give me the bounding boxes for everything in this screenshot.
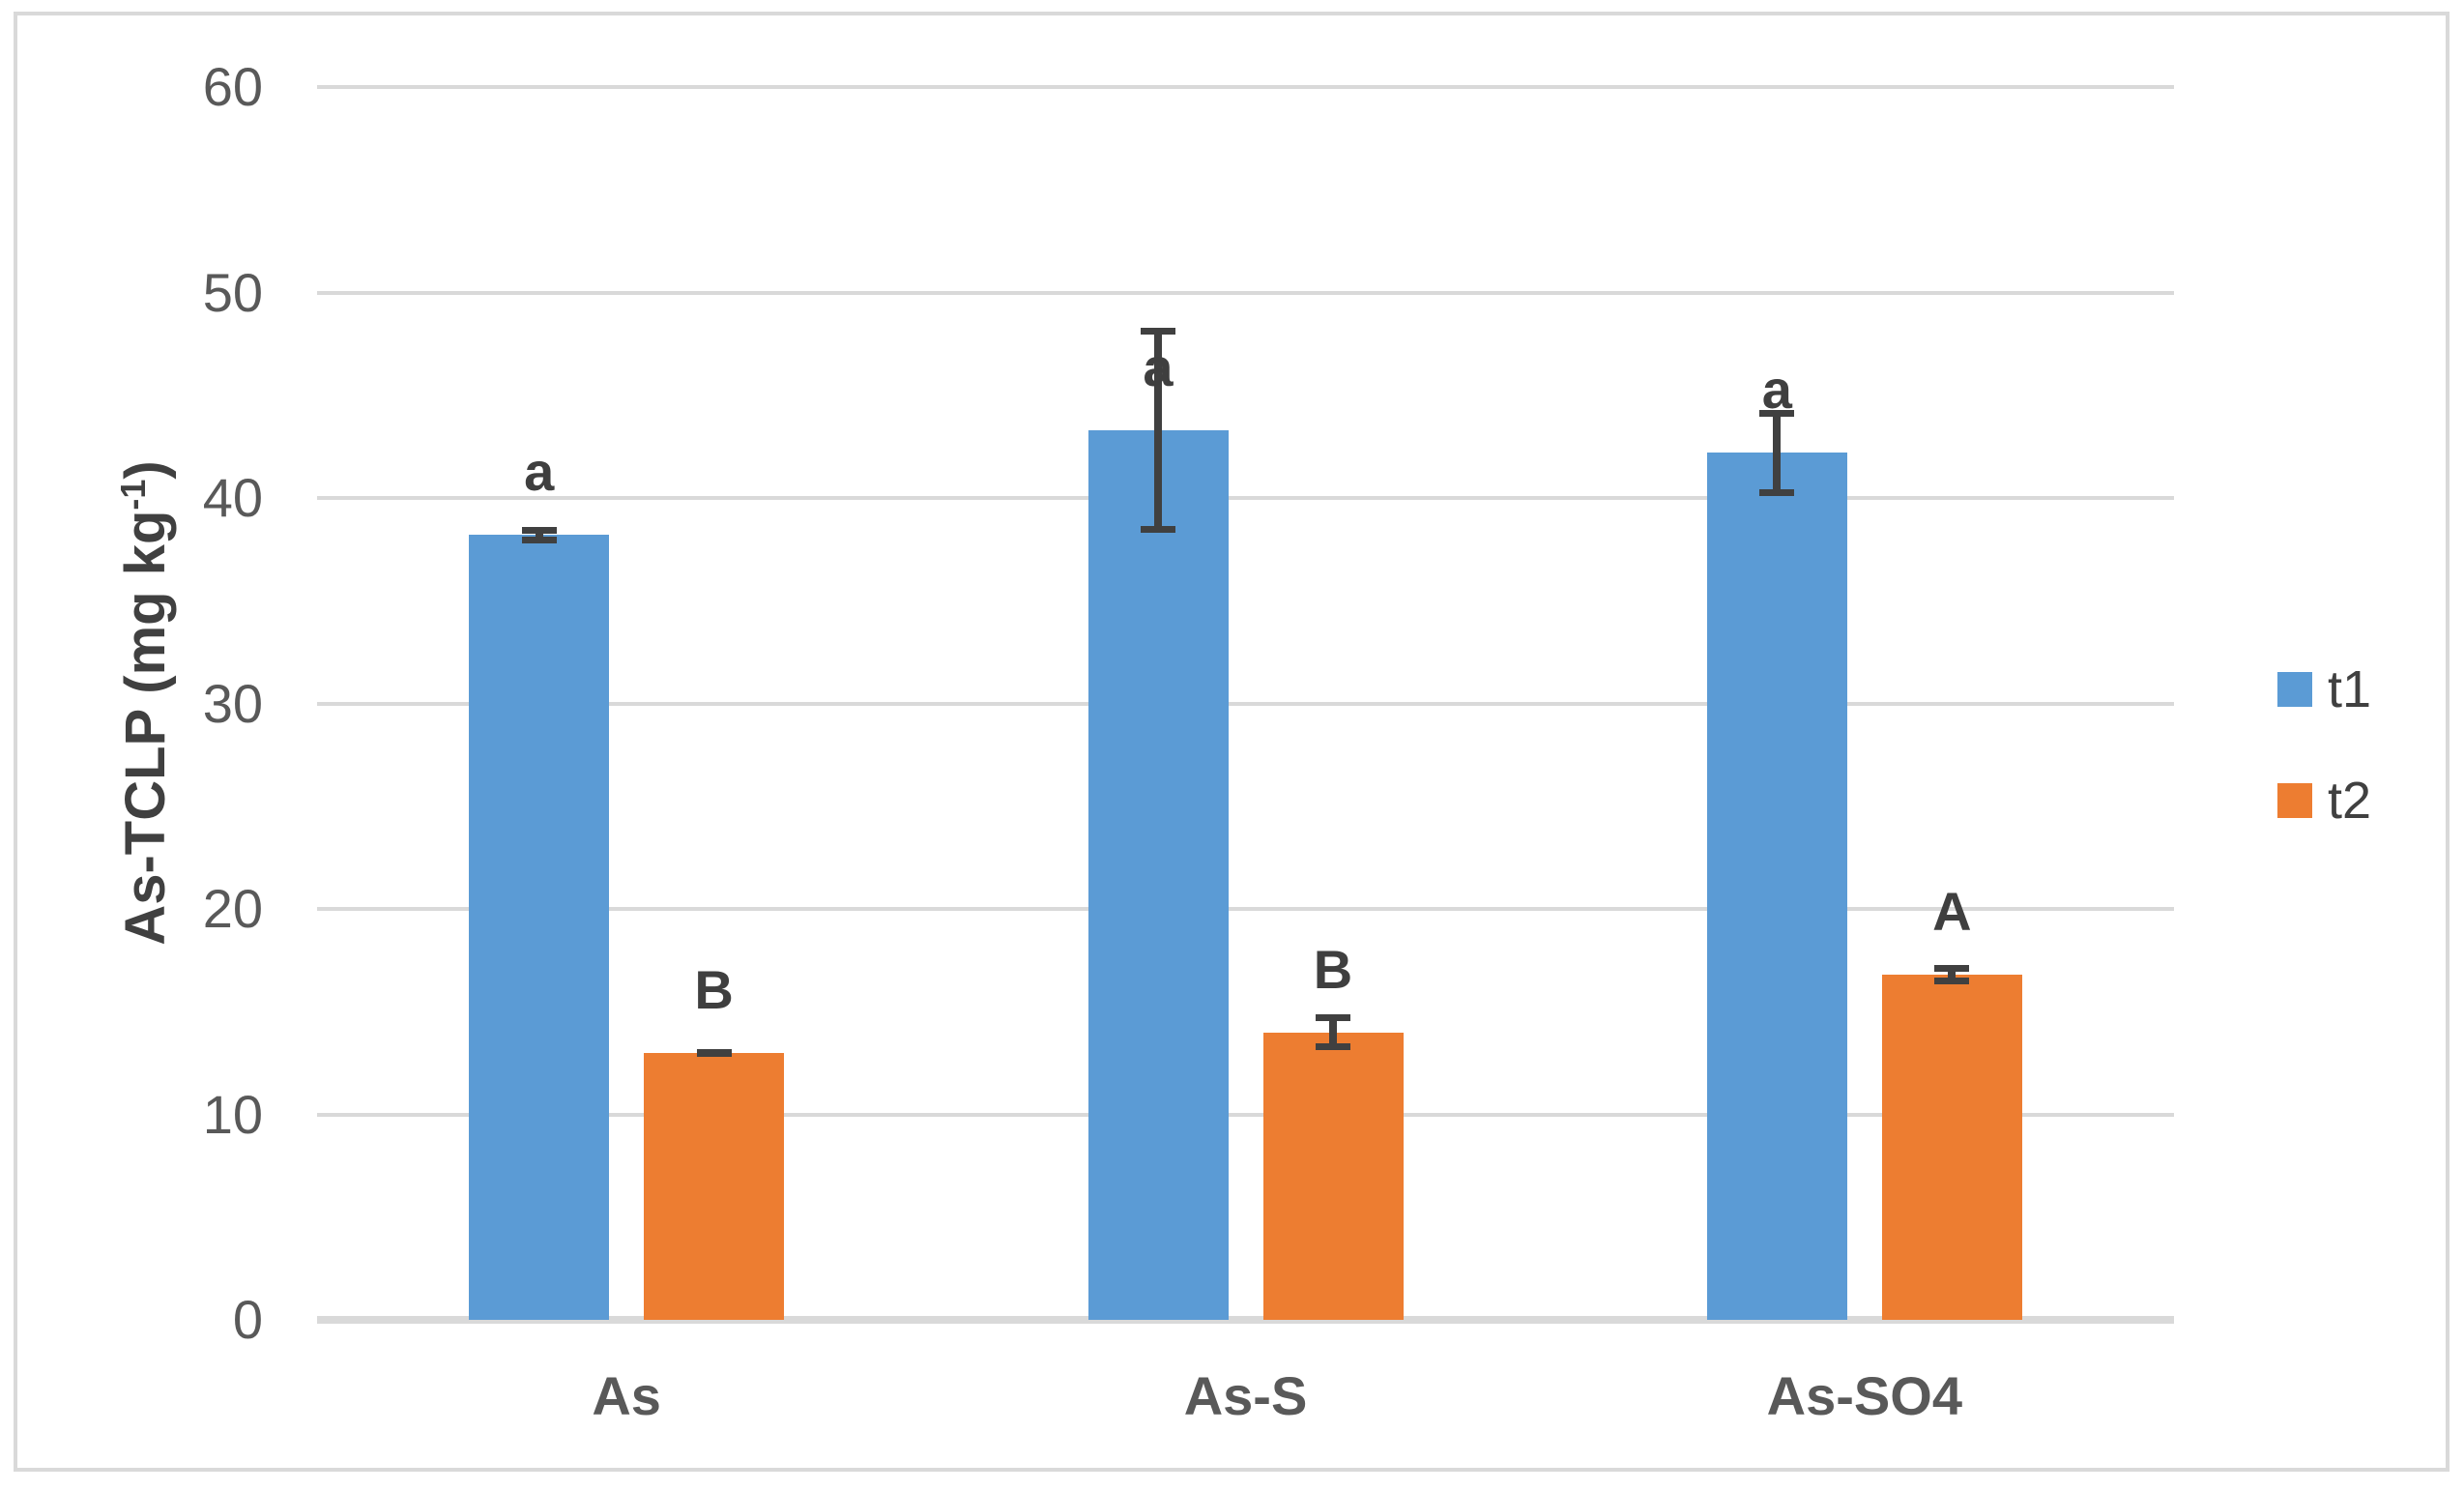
error-cap-bottom-t1-As (521, 536, 557, 543)
bar-t1-As-S (1087, 429, 1229, 1320)
y-tick-label-0: 0 (232, 1289, 263, 1350)
error-bar-t1-As-SO4 (1773, 409, 1782, 496)
error-bar-t2-As-SO4 (1948, 965, 1957, 984)
y-tick-label-60: 60 (202, 56, 263, 117)
bar-t2-As-SO4 (1881, 975, 2022, 1320)
error-cap-bottom-t2-As-S (1316, 1042, 1350, 1050)
gridline-0 (317, 1316, 2174, 1324)
gridline-40 (317, 496, 2174, 500)
error-cap-bottom-t1-As-SO4 (1759, 488, 1795, 496)
legend: t1 t2 (2277, 656, 2371, 878)
y-tick-label-20: 20 (202, 878, 263, 939)
y-tick-label-40: 40 (202, 467, 263, 528)
sig-label-t1-As-SO4: a (1761, 359, 1792, 421)
bar-t2-As-S (1262, 1032, 1404, 1320)
legend-label-t2: t2 (2328, 772, 2372, 830)
gridline-60 (317, 85, 2174, 89)
gridline-20 (317, 907, 2174, 911)
error-bar-t2-As-S (1329, 1014, 1337, 1050)
legend-entry-t1: t1 (2277, 656, 2371, 723)
error-bar-t1-As (535, 526, 543, 543)
y-axis-tick-labels: 0 10 20 30 40 50 60 (0, 60, 263, 1347)
legend-swatch-t1 (2277, 672, 2312, 707)
gridline-50 (317, 290, 2174, 295)
y-tick-label-50: 50 (202, 261, 263, 323)
bar-t1-As-SO4 (1706, 453, 1847, 1320)
y-tick-label-30: 30 (202, 672, 263, 734)
x-category-label-As: As (592, 1365, 661, 1426)
legend-label-t1: t1 (2328, 660, 2372, 718)
gridline-30 (317, 701, 2174, 706)
error-bar-t1-As-S (1154, 327, 1162, 534)
gridline-10 (317, 1112, 2174, 1117)
sig-label-t1-As: a (524, 441, 555, 503)
bar-t1-As (469, 535, 610, 1320)
legend-swatch-t2 (2277, 783, 2312, 818)
error-cap-top-t1-As-SO4 (1759, 409, 1795, 417)
chart-border (14, 12, 2450, 1472)
sig-label-t1-As-S: a (1143, 336, 1174, 397)
bar-t2-As (644, 1052, 785, 1320)
legend-entry-t2: t2 (2277, 767, 2371, 834)
error-cap-top-t1-As (521, 526, 557, 534)
error-cap-top-t2-As-SO4 (1934, 965, 1970, 973)
error-cap-bottom-t1-As-S (1141, 526, 1175, 534)
x-category-label-As-S: As-S (1183, 1365, 1308, 1426)
x-category-label-As-SO4: As-SO4 (1766, 1365, 1962, 1426)
error-cap-bottom-t2-As (696, 1048, 732, 1056)
sig-label-t2-As-S: B (1313, 938, 1353, 1000)
y-tick-label-10: 10 (202, 1083, 263, 1145)
error-cap-top-t1-As-S (1141, 327, 1175, 335)
sig-label-t2-As-SO4: A (1932, 881, 1972, 942)
error-cap-bottom-t2-As-SO4 (1934, 977, 1970, 984)
sig-label-t2-As: B (694, 958, 734, 1020)
error-cap-top-t2-As-S (1316, 1014, 1350, 1022)
